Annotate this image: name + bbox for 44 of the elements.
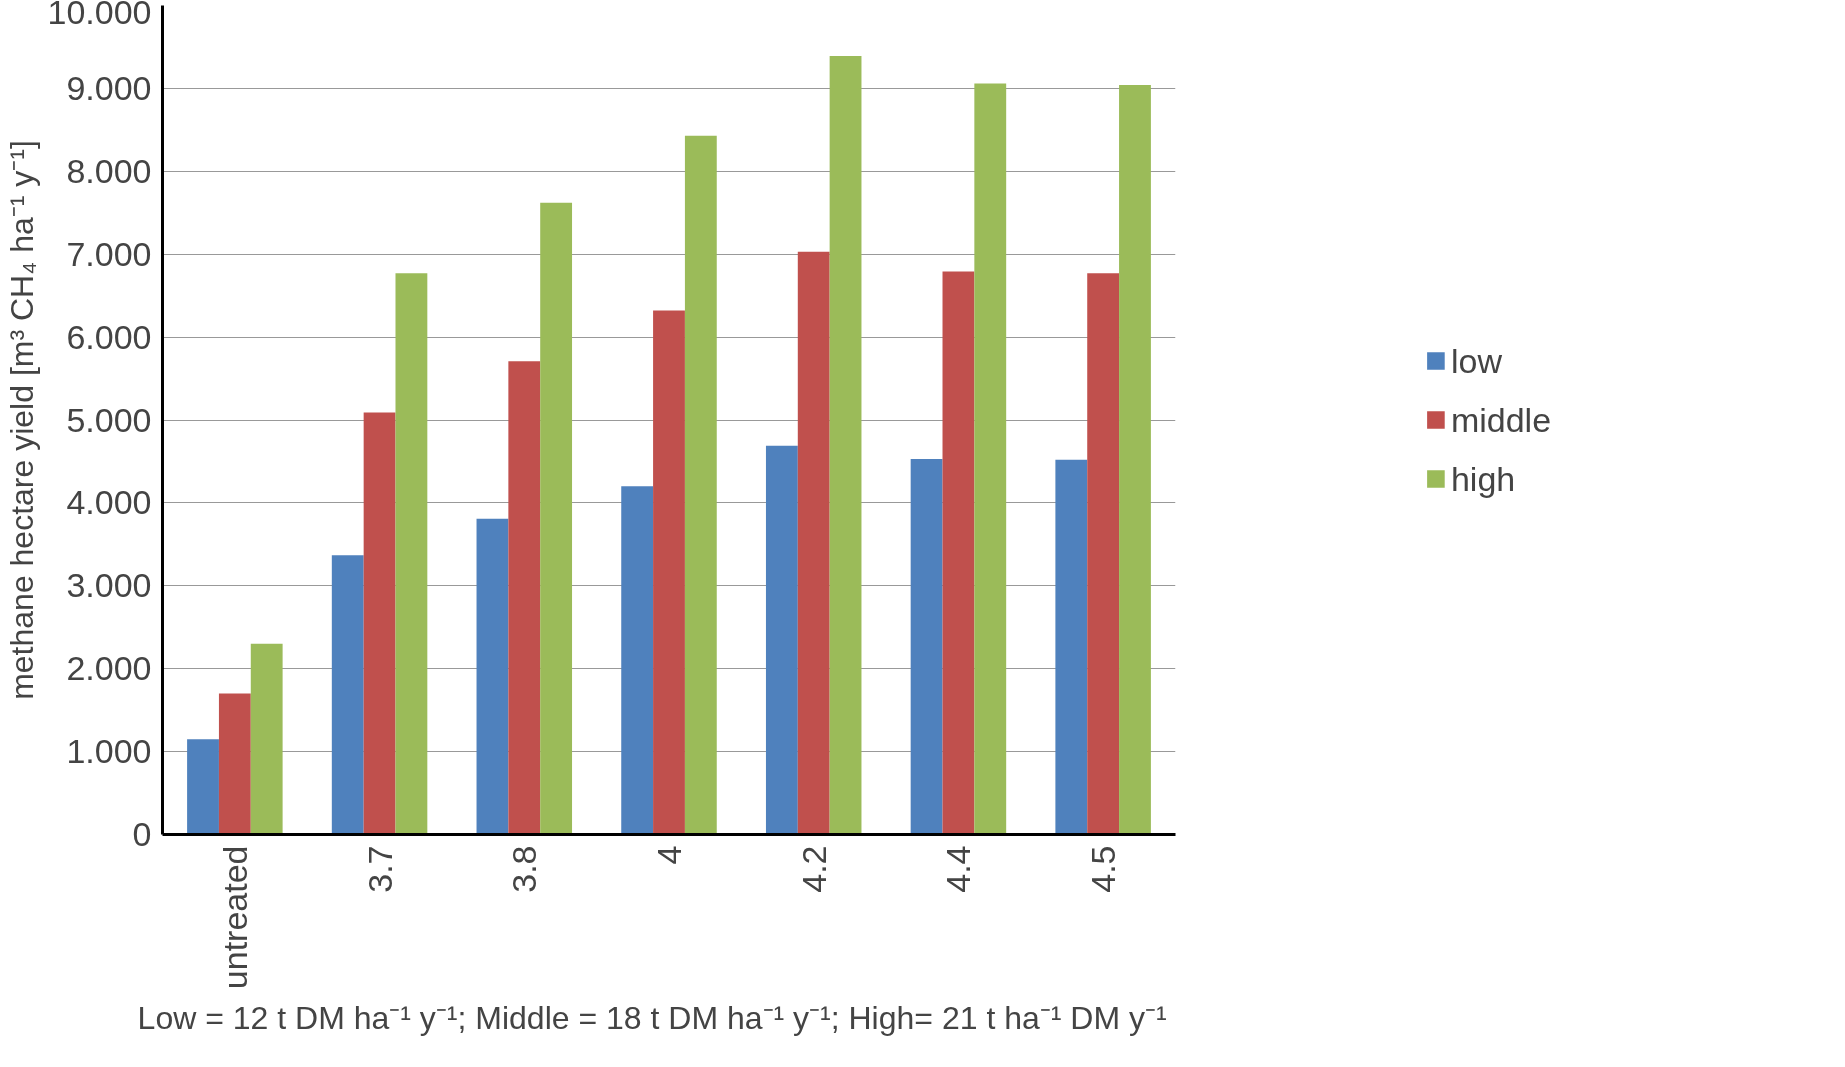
bar [1055,459,1088,835]
bar [684,135,717,835]
y-tick-label: 10.000 [47,0,152,31]
bar [508,361,541,835]
bar [218,693,251,835]
bar [476,518,509,835]
bar [187,739,219,835]
y-tick-label: 6.000 [66,317,152,356]
y-tick-label: 9.000 [66,68,152,107]
x-tick-label: 3.8 [505,845,544,893]
y-tick-label: 7.000 [66,234,152,273]
legend-label: low [1450,341,1502,380]
bar [363,412,396,835]
bar [910,458,943,835]
y-tick-label: 0 [132,815,152,853]
bar [250,643,283,835]
x-tick-label: 3.7 [360,845,399,893]
bar [797,251,830,835]
bar [829,56,862,835]
bar [331,555,364,835]
bar [974,83,1007,835]
bar [765,445,798,835]
y-axis-title: methane hectare yield [m³ CH₄ ha⁻¹ y⁻¹] [3,140,40,700]
y-tick-label: 1.000 [66,732,152,771]
bar [395,273,428,835]
text: Low = 12 t DM ha⁻¹ y⁻¹; Middle = 18 t DM ha⁻¹ y⁻¹; High= 21 t ha⁻¹ DM y⁻¹ [137,999,1167,1036]
x-tick-label: 4.4 [939,845,978,893]
y-tick-label: 3.000 [66,566,152,605]
bar [653,310,685,835]
x-tick-label: 4.5 [1084,845,1123,893]
y-tick-label: 8.000 [66,151,152,190]
bar [621,486,654,835]
x-tick-label: 4 [650,845,688,865]
bar [942,271,975,835]
bar [540,202,573,835]
x-tick-label: 4.2 [794,845,833,893]
y-tick-label: 5.000 [66,400,152,439]
legend-label: high [1450,459,1516,498]
bar [1087,273,1120,835]
x-tick-label: untreated [215,845,254,990]
y-tick-label: 2.000 [66,649,152,688]
legend-label: middle [1450,400,1552,439]
bar [1119,85,1151,835]
y-tick-label: 4.000 [66,483,152,522]
